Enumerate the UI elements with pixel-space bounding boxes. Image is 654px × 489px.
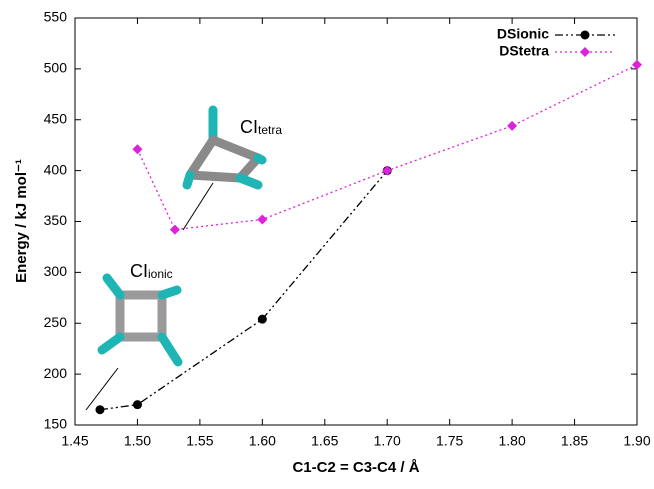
y-tick-label: 450 (44, 110, 68, 126)
x-tick-label: 1.55 (186, 433, 213, 449)
x-tick-label: 1.50 (124, 433, 151, 449)
marker (258, 315, 267, 324)
x-tick-label: 1.60 (249, 433, 276, 449)
y-axis-label: Energy / kJ mol⁻¹ (13, 159, 30, 283)
y-tick-label: 250 (44, 314, 68, 330)
legend-label: DSionic (497, 26, 549, 42)
y-tick-label: 500 (44, 60, 68, 76)
y-tick-label: 400 (44, 161, 68, 177)
annotation: CIionic (130, 261, 173, 281)
y-tick-label: 200 (44, 365, 68, 381)
annotation-sub: ionic (148, 267, 173, 281)
annotation-sub: tetra (258, 123, 282, 137)
legend-label: DStetra (499, 43, 549, 59)
annotation: CItetra (240, 117, 282, 137)
plot-frame (75, 18, 637, 425)
series-line (100, 171, 387, 410)
molecule-ionic (102, 278, 178, 362)
y-tick-label: 150 (44, 416, 68, 432)
marker (507, 121, 517, 131)
x-tick-label: 1.45 (61, 433, 88, 449)
chart: C1-C2 = C3-C4 / Å Energy / kJ mol⁻¹ CIte… (0, 0, 654, 484)
y-tick-label: 350 (44, 212, 68, 228)
marker (132, 144, 142, 154)
x-tick-label: 1.70 (374, 433, 401, 449)
y-tick-label: 550 (44, 9, 68, 25)
annotation-base: CI (130, 261, 148, 281)
marker (133, 400, 142, 409)
x-tick-label: 1.75 (436, 433, 463, 449)
x-axis-label: C1-C2 = C3-C4 / Å (292, 459, 419, 476)
pointer (86, 368, 118, 410)
marker (257, 214, 267, 224)
x-tick-label: 1.90 (623, 433, 650, 449)
marker (170, 225, 180, 235)
annotation-base: CI (240, 117, 258, 137)
x-tick-label: 1.80 (498, 433, 525, 449)
legend-marker (580, 47, 590, 57)
legend-marker (581, 31, 590, 40)
marker (632, 60, 642, 70)
marker (95, 405, 104, 414)
pointer (183, 183, 213, 230)
x-tick-label: 1.65 (311, 433, 338, 449)
y-tick-label: 300 (44, 263, 68, 279)
x-tick-label: 1.85 (561, 433, 588, 449)
